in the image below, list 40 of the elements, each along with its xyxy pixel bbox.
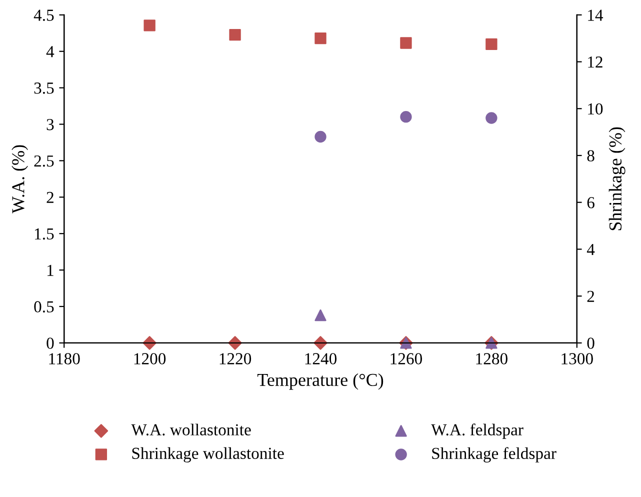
y-tick-label: 4 (46, 46, 54, 58)
y2-tick-label: 12 (588, 56, 602, 68)
legend-label: Shrinkage feldspar (432, 447, 556, 462)
legend-label: W.A. wollastonite (131, 424, 251, 436)
y2-tick-label: 0 (587, 338, 594, 349)
point (486, 38, 498, 50)
point (229, 28, 241, 41)
y-axis-title: W.A. (%) (12, 145, 28, 214)
y-tick-label: 0 (46, 338, 54, 349)
point (400, 110, 412, 123)
y2-tick-label: 10 (588, 103, 603, 115)
y-tick-label: 0.5 (34, 301, 54, 313)
point (314, 32, 326, 44)
legend-label: Shrinkage wollastonite (132, 447, 284, 462)
y-tick-label: 1.5 (35, 228, 54, 240)
x-tick-label: 1260 (390, 353, 422, 364)
y2-tick-label: 4 (586, 244, 595, 255)
y2-tick-label: 6 (587, 197, 594, 208)
y-tick-label: 2.5 (34, 155, 54, 167)
point (400, 37, 412, 49)
y2-tick-label: 2 (587, 290, 594, 302)
y-tick-label: 1 (48, 264, 54, 276)
x-axis-title: Temperature (°C) (257, 373, 384, 390)
x-tick-label: 1300 (562, 353, 593, 364)
point (486, 112, 498, 124)
point (144, 20, 156, 32)
y2-tick-label: 14 (588, 10, 604, 21)
point (314, 130, 326, 143)
legend-label: W.A. feldspar (431, 424, 524, 439)
y2-tick-label: 8 (587, 150, 594, 162)
y-tick-label: 3.5 (34, 82, 54, 94)
x-tick-label: 1240 (305, 353, 337, 364)
y2-axis-title: Shrinkage (%) (608, 127, 626, 230)
x-tick-label: 1200 (134, 353, 166, 364)
y-tick-label: 4.5 (34, 10, 54, 21)
x-tick-label: 1180 (49, 353, 80, 364)
x-tick-label: 1280 (476, 353, 508, 364)
y-tick-label: 2 (46, 192, 54, 203)
y-tick-label: 3 (46, 118, 54, 130)
x-tick-label: 1220 (220, 353, 252, 364)
